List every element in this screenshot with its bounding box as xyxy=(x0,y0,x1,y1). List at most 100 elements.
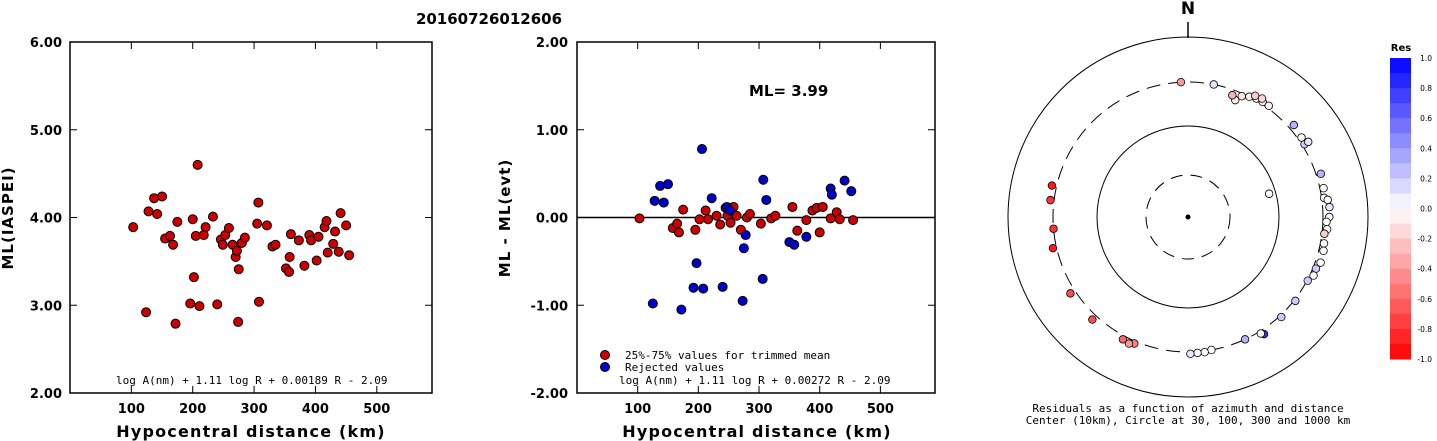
north-label: N xyxy=(1181,0,1195,19)
station-marker xyxy=(1088,315,1097,324)
data-point xyxy=(284,251,295,262)
station-marker xyxy=(1049,224,1058,233)
y-tick-label: -2.00 xyxy=(531,387,568,402)
data-point xyxy=(725,217,736,228)
colorbar-cell xyxy=(1390,133,1411,149)
station-marker xyxy=(1297,133,1306,142)
y-tick-label: 3.00 xyxy=(30,299,62,314)
data-point xyxy=(758,174,769,185)
x-tick-label: 100 xyxy=(118,402,145,417)
station-marker xyxy=(1200,348,1209,357)
x-tick-label: 200 xyxy=(179,402,206,417)
colorbar-tick-label: -0.6 xyxy=(1417,295,1432,304)
station-marker xyxy=(1256,329,1266,338)
colorbar-cell xyxy=(1390,148,1411,164)
colorbar-tick-label: -1.0 xyxy=(1417,355,1432,364)
legend-marker-trimmed xyxy=(600,350,610,360)
ml-iaspei-chart: 2.00 3.00 4.00 5.00 6.00 100 200 300 400 500 ML(… xyxy=(0,36,433,441)
y-tick-label: 1.00 xyxy=(536,124,568,139)
data-point xyxy=(223,223,234,234)
data-point xyxy=(834,214,845,225)
data-point xyxy=(817,201,828,212)
data-point xyxy=(270,239,281,250)
colorbar-tick-label: 0.2 xyxy=(1420,174,1432,183)
colorbar-cell xyxy=(1390,328,1411,345)
station-marker xyxy=(1325,202,1334,212)
station-marker xyxy=(1176,77,1186,87)
station-marker xyxy=(1066,289,1075,298)
data-point xyxy=(658,197,669,208)
data-point xyxy=(299,260,310,271)
data-point xyxy=(801,215,812,226)
data-point xyxy=(634,213,645,224)
data-point xyxy=(172,216,183,227)
station-marker xyxy=(1193,348,1202,358)
data-point xyxy=(801,231,812,242)
data-point xyxy=(698,283,709,294)
data-point xyxy=(715,219,726,230)
colorbar-cell xyxy=(1390,163,1411,179)
data-point xyxy=(149,193,160,204)
y-tick-label: 5.00 xyxy=(30,124,62,139)
data-point xyxy=(322,247,333,258)
data-point xyxy=(335,208,346,219)
data-point xyxy=(194,301,205,312)
data-point xyxy=(672,218,683,229)
data-point xyxy=(700,205,711,216)
station-marker xyxy=(1264,101,1273,111)
data-point xyxy=(285,229,296,240)
data-point xyxy=(737,295,748,306)
station-marker xyxy=(1311,264,1321,273)
colorbar-cell xyxy=(1390,343,1411,360)
colorbar-tick-label: -0.4 xyxy=(1417,265,1432,274)
ring-100km xyxy=(1096,125,1280,309)
data-point xyxy=(846,186,857,197)
y-tick-label: 2.00 xyxy=(30,387,62,402)
station-marker xyxy=(1289,120,1299,130)
data-point xyxy=(157,191,168,202)
residual-colorbar: Res 1.0 0.8 0.6 0.4 0.2 0.0 -0.2 -0.4 -0.6 -0.8 -1… xyxy=(1390,43,1432,364)
y-tick-label: 6.00 xyxy=(30,36,62,51)
x-tick-label: 500 xyxy=(867,402,894,417)
station-marker xyxy=(1291,296,1300,306)
data-point xyxy=(253,197,264,208)
colorbar-cell xyxy=(1390,298,1411,315)
data-point xyxy=(261,220,272,231)
colorbar-tick-label: -0.2 xyxy=(1417,235,1432,244)
data-point xyxy=(233,264,244,275)
station-marker xyxy=(1322,217,1331,227)
x-tick-label: 500 xyxy=(363,402,390,417)
data-point xyxy=(740,230,751,241)
station-marker xyxy=(1319,239,1329,248)
colorbar-tick-label: 0.8 xyxy=(1420,84,1432,93)
map-caption-line1: Residuals as a function of azimuth and d… xyxy=(1032,402,1343,415)
data-point xyxy=(663,179,674,190)
data-point xyxy=(787,201,798,212)
colorbar-tick-label: -0.8 xyxy=(1417,325,1432,334)
colorbar-cell xyxy=(1390,103,1411,119)
data-point xyxy=(284,266,295,277)
data-point xyxy=(192,159,203,170)
ring-30km xyxy=(1145,174,1231,260)
data-point xyxy=(792,225,803,236)
station-marker xyxy=(1277,312,1286,322)
data-point xyxy=(321,216,332,227)
station-marker xyxy=(1228,91,1237,100)
data-point xyxy=(152,208,163,219)
y-axis-label: ML(IASPEI) xyxy=(0,166,17,269)
ml-annotation: ML= 3.99 xyxy=(749,82,828,100)
colorbar-cell xyxy=(1390,178,1411,194)
event-id-title: 20160726012606 xyxy=(416,10,562,28)
legend-label-trimmed: 25%-75% values for trimmed mean xyxy=(625,349,830,362)
data-point xyxy=(170,318,181,329)
data-point xyxy=(252,218,263,229)
colorbar-tick-label: 0.0 xyxy=(1420,205,1432,214)
y-tick-label: 4.00 xyxy=(30,212,62,227)
data-point xyxy=(706,193,717,204)
legend-marker-rejected xyxy=(600,362,610,372)
data-point xyxy=(217,239,228,250)
x-tick-label: 300 xyxy=(745,402,772,417)
station-marker xyxy=(1319,246,1328,255)
data-point xyxy=(253,296,264,307)
ml-residual-chart: -2.00 -1.00 0.00 1.00 2.00 100 200 300 400 500 M… xyxy=(496,36,936,441)
